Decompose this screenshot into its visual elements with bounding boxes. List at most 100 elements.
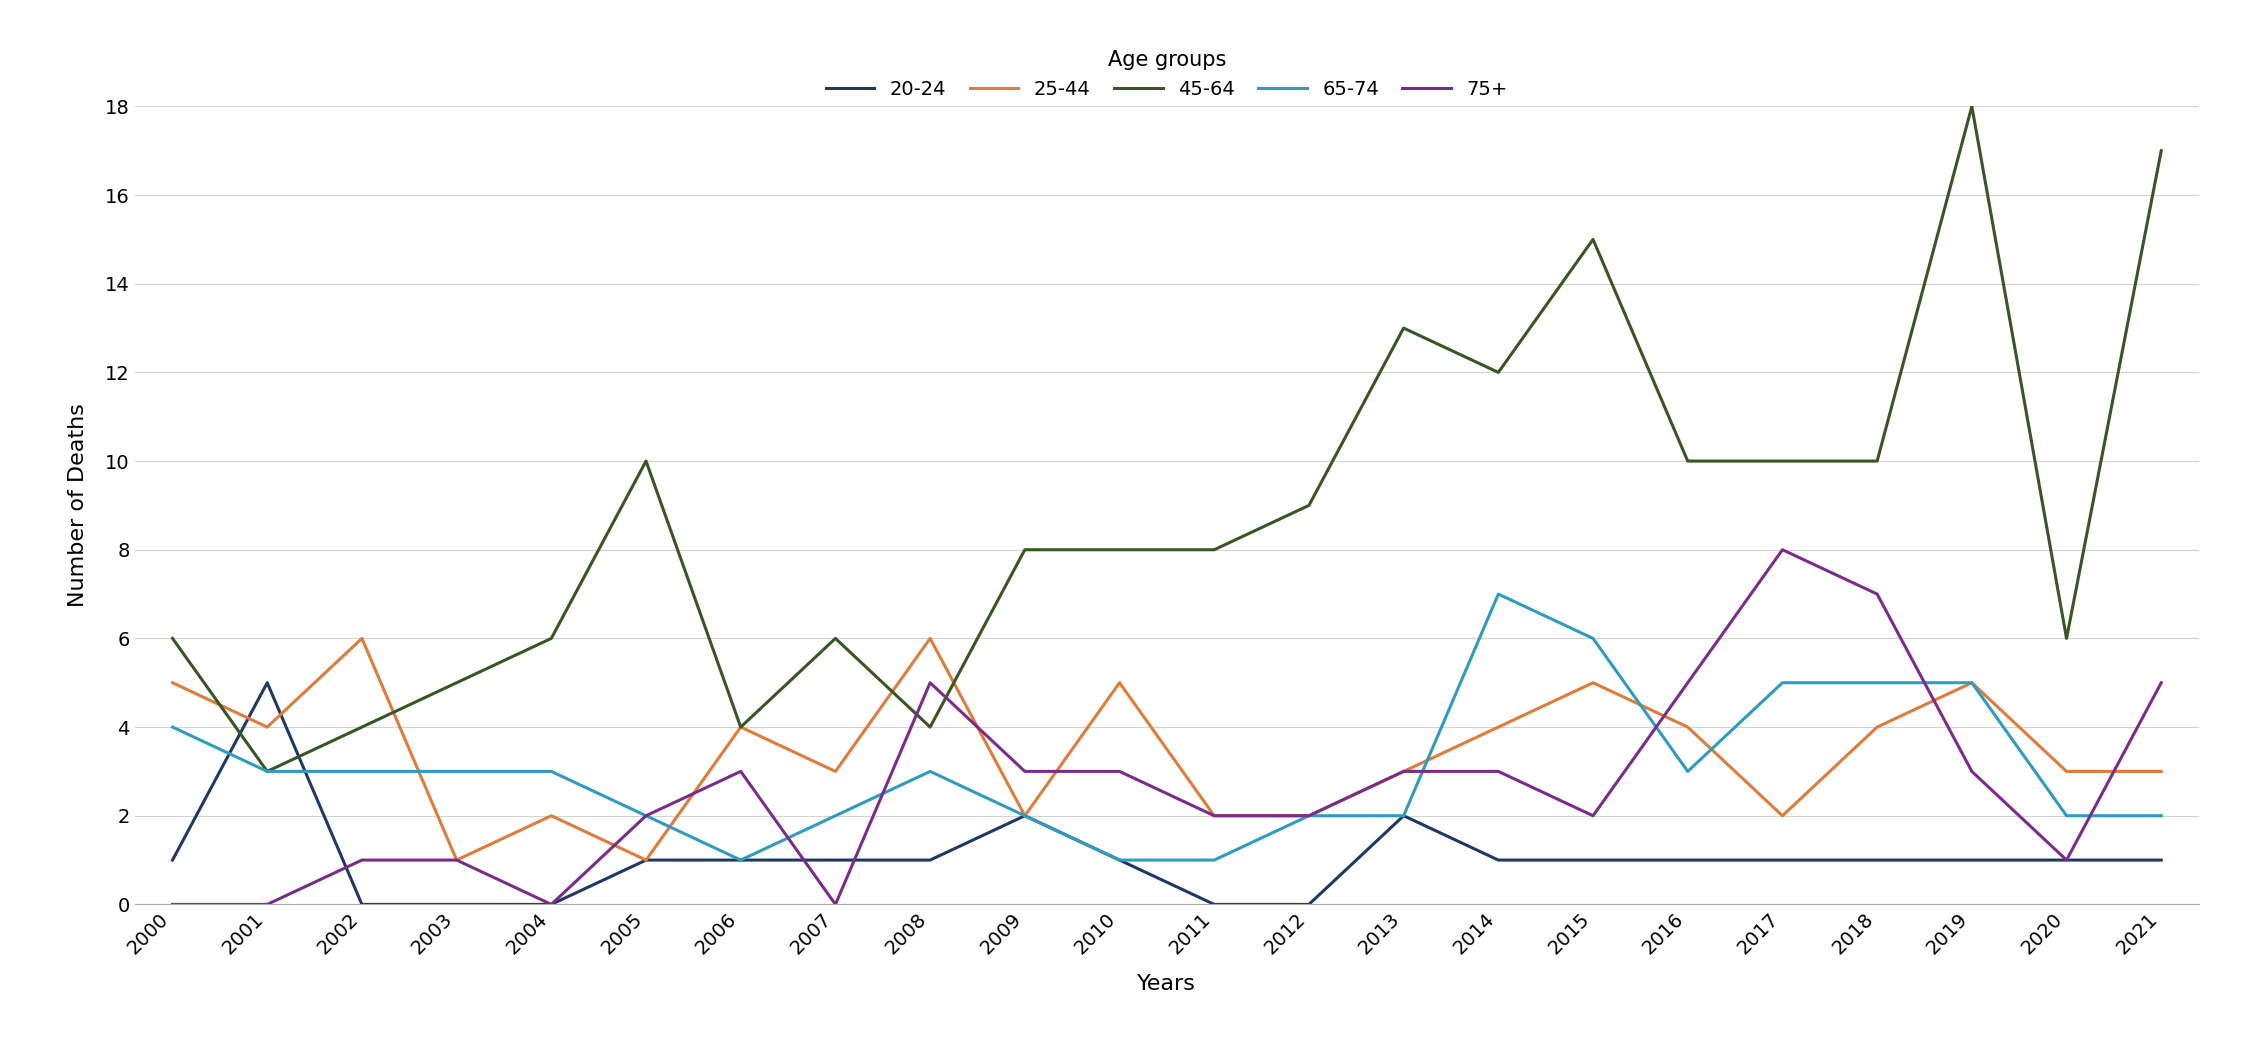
25-44 bbox=[539, 810, 565, 822]
25-44 bbox=[633, 853, 660, 866]
75+ bbox=[633, 810, 660, 822]
75+ bbox=[442, 853, 469, 866]
65-74 bbox=[1106, 853, 1133, 866]
45-64 bbox=[633, 454, 660, 467]
20-24 bbox=[821, 853, 848, 866]
65-74 bbox=[1674, 765, 1701, 778]
20-24 bbox=[1959, 853, 1986, 866]
Line: 65-74: 65-74 bbox=[173, 594, 2161, 860]
20-24 bbox=[1674, 853, 1701, 866]
75+ bbox=[1201, 810, 1227, 822]
X-axis label: Years: Years bbox=[1138, 975, 1196, 995]
20-24 bbox=[1865, 853, 1892, 866]
25-44 bbox=[2148, 765, 2174, 778]
65-74 bbox=[1768, 677, 1795, 689]
65-74 bbox=[633, 810, 660, 822]
Line: 75+: 75+ bbox=[173, 550, 2161, 904]
Legend: 20-24, 25-44, 45-64, 65-74, 75+: 20-24, 25-44, 45-64, 65-74, 75+ bbox=[819, 43, 1515, 107]
75+ bbox=[2053, 853, 2080, 866]
45-64 bbox=[1201, 544, 1227, 556]
75+ bbox=[1012, 765, 1039, 778]
75+ bbox=[348, 853, 375, 866]
65-74 bbox=[1295, 810, 1322, 822]
Line: 20-24: 20-24 bbox=[173, 683, 2161, 904]
25-44 bbox=[1865, 720, 1892, 733]
75+ bbox=[1106, 765, 1133, 778]
75+ bbox=[2148, 677, 2174, 689]
25-44 bbox=[1201, 810, 1227, 822]
75+ bbox=[1580, 810, 1607, 822]
65-74 bbox=[2148, 810, 2174, 822]
65-74 bbox=[821, 810, 848, 822]
45-64 bbox=[254, 765, 280, 778]
75+ bbox=[821, 898, 848, 911]
65-74 bbox=[916, 765, 942, 778]
65-74 bbox=[1580, 632, 1607, 645]
20-24 bbox=[1486, 853, 1512, 866]
45-64 bbox=[727, 720, 754, 733]
75+ bbox=[1486, 765, 1512, 778]
65-74 bbox=[159, 720, 186, 733]
45-64 bbox=[1768, 454, 1795, 467]
20-24 bbox=[2053, 853, 2080, 866]
25-44 bbox=[821, 765, 848, 778]
Line: 25-44: 25-44 bbox=[173, 638, 2161, 860]
45-64 bbox=[348, 720, 375, 733]
75+ bbox=[1959, 765, 1986, 778]
75+ bbox=[1768, 544, 1795, 556]
25-44 bbox=[1391, 765, 1418, 778]
75+ bbox=[1295, 810, 1322, 822]
25-44 bbox=[254, 720, 280, 733]
65-74 bbox=[442, 765, 469, 778]
45-64 bbox=[916, 720, 942, 733]
45-64 bbox=[442, 677, 469, 689]
25-44 bbox=[1768, 810, 1795, 822]
25-44 bbox=[1674, 720, 1701, 733]
25-44 bbox=[1012, 810, 1039, 822]
20-24 bbox=[1580, 853, 1607, 866]
45-64 bbox=[539, 632, 565, 645]
45-64 bbox=[159, 632, 186, 645]
25-44 bbox=[348, 632, 375, 645]
45-64 bbox=[1106, 544, 1133, 556]
20-24 bbox=[442, 898, 469, 911]
65-74 bbox=[1486, 587, 1512, 600]
65-74 bbox=[2053, 810, 2080, 822]
45-64 bbox=[1391, 321, 1418, 334]
25-44 bbox=[159, 677, 186, 689]
45-64 bbox=[1012, 544, 1039, 556]
20-24 bbox=[1295, 898, 1322, 911]
45-64 bbox=[1295, 499, 1322, 512]
45-64 bbox=[1865, 454, 1892, 467]
20-24 bbox=[159, 853, 186, 866]
45-64 bbox=[1486, 366, 1512, 379]
20-24 bbox=[348, 898, 375, 911]
25-44 bbox=[442, 853, 469, 866]
25-44 bbox=[1580, 677, 1607, 689]
75+ bbox=[539, 898, 565, 911]
25-44 bbox=[1959, 677, 1986, 689]
20-24 bbox=[916, 853, 942, 866]
20-24 bbox=[727, 853, 754, 866]
20-24 bbox=[1391, 810, 1418, 822]
75+ bbox=[916, 677, 942, 689]
20-24 bbox=[1201, 898, 1227, 911]
25-44 bbox=[727, 720, 754, 733]
Line: 45-64: 45-64 bbox=[173, 106, 2161, 771]
45-64 bbox=[1580, 233, 1607, 246]
45-64 bbox=[2053, 632, 2080, 645]
20-24 bbox=[254, 677, 280, 689]
20-24 bbox=[633, 853, 660, 866]
65-74 bbox=[348, 765, 375, 778]
75+ bbox=[1391, 765, 1418, 778]
25-44 bbox=[916, 632, 942, 645]
45-64 bbox=[2148, 145, 2174, 157]
75+ bbox=[727, 765, 754, 778]
65-74 bbox=[1391, 810, 1418, 822]
45-64 bbox=[1674, 454, 1701, 467]
75+ bbox=[159, 898, 186, 911]
65-74 bbox=[254, 765, 280, 778]
65-74 bbox=[1201, 853, 1227, 866]
20-24 bbox=[1012, 810, 1039, 822]
45-64 bbox=[1959, 100, 1986, 113]
